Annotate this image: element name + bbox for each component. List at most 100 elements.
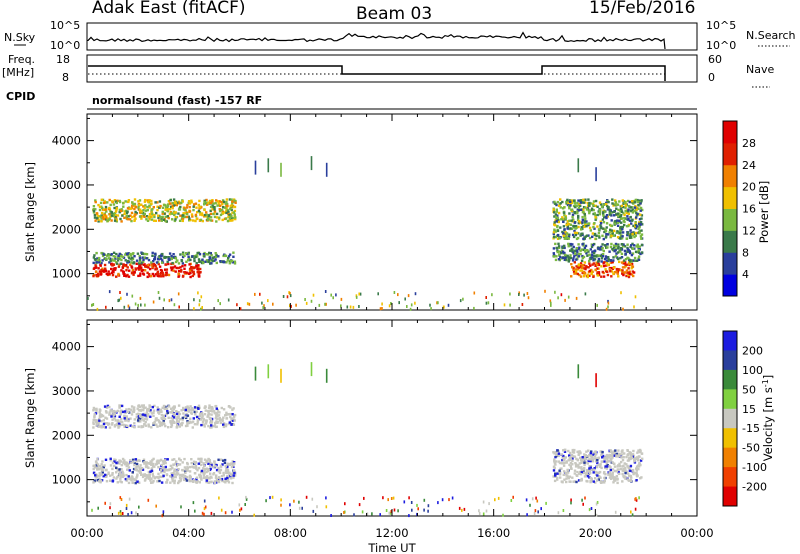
echo-cell bbox=[332, 296, 334, 300]
echo-cell bbox=[109, 409, 112, 412]
echo-cell bbox=[218, 411, 221, 414]
echo-cell bbox=[176, 259, 179, 262]
echo-cell bbox=[170, 254, 173, 258]
echo-cell bbox=[163, 255, 166, 259]
echo-cell bbox=[619, 214, 623, 217]
echo-cell bbox=[557, 220, 560, 224]
echo-cell bbox=[93, 213, 97, 217]
echo-cell bbox=[526, 513, 528, 517]
echo-cell bbox=[632, 271, 636, 274]
echo-cell bbox=[156, 205, 159, 208]
echo-cell bbox=[531, 497, 534, 501]
echo-cell bbox=[210, 407, 213, 410]
echo-cell bbox=[572, 451, 576, 454]
echo-cell bbox=[588, 465, 591, 468]
echo-cell bbox=[198, 303, 201, 307]
echo-cell bbox=[220, 208, 224, 212]
echo-cell bbox=[131, 471, 134, 474]
echo-cell bbox=[109, 457, 112, 460]
echo-cell bbox=[185, 475, 188, 479]
echo-cell bbox=[203, 499, 206, 503]
echo-cell bbox=[563, 232, 566, 235]
echo-cell bbox=[218, 209, 222, 213]
echo-cell bbox=[503, 303, 506, 307]
echo-cell bbox=[344, 510, 346, 514]
echo-cell bbox=[441, 498, 444, 502]
echo-cell bbox=[254, 366, 257, 381]
echo-cell bbox=[143, 412, 146, 416]
echo-cell bbox=[233, 214, 236, 217]
echo-cell bbox=[610, 242, 613, 246]
echo-cell bbox=[118, 298, 121, 302]
echo-cell bbox=[592, 208, 595, 212]
echo-cell bbox=[95, 261, 98, 264]
echo-cell bbox=[99, 273, 102, 276]
echo-cell bbox=[110, 253, 113, 256]
echo-cell bbox=[581, 215, 584, 219]
echo-cell bbox=[180, 409, 183, 412]
echo-cell bbox=[156, 480, 159, 483]
echo-cell bbox=[595, 513, 598, 517]
echo-cell bbox=[571, 266, 574, 269]
echo-cell bbox=[601, 243, 604, 246]
echo-cell bbox=[233, 462, 236, 465]
echo-cell bbox=[120, 463, 123, 467]
echo-cell bbox=[556, 476, 559, 480]
echo-cell bbox=[213, 259, 216, 262]
echo-cell bbox=[171, 466, 174, 469]
echo-cell bbox=[631, 247, 635, 250]
echo-cell bbox=[198, 414, 202, 418]
echo-cell bbox=[169, 420, 172, 423]
echo-cell bbox=[610, 229, 613, 232]
echo-cell bbox=[627, 267, 630, 270]
echo-cell bbox=[141, 408, 144, 411]
echo-cell bbox=[168, 212, 172, 216]
echo-cell bbox=[223, 458, 227, 462]
echo-cell bbox=[120, 262, 123, 265]
echo-cell bbox=[623, 201, 626, 205]
echo-cell bbox=[560, 218, 563, 221]
echo-cell bbox=[280, 498, 282, 502]
echo-cell bbox=[179, 205, 182, 209]
echo-cell bbox=[198, 412, 202, 415]
echo-cell bbox=[177, 266, 180, 270]
echo-cell bbox=[115, 201, 118, 205]
echo-cell bbox=[214, 252, 217, 255]
echo-cell bbox=[366, 512, 369, 516]
echo-cell bbox=[606, 246, 609, 249]
echo-cell bbox=[157, 214, 160, 217]
echo-cell bbox=[188, 219, 191, 222]
echo-cell bbox=[105, 474, 108, 477]
echo-cell bbox=[554, 463, 557, 466]
echo-cell bbox=[109, 210, 112, 213]
echo-cell bbox=[112, 476, 116, 479]
echo-cell bbox=[417, 507, 419, 511]
echo-cell bbox=[101, 414, 105, 418]
echo-cell bbox=[139, 296, 142, 300]
echo-cell bbox=[154, 265, 157, 268]
echo-cell bbox=[575, 231, 579, 235]
echo-cell bbox=[158, 255, 161, 258]
echo-cell bbox=[189, 417, 192, 420]
echo-cell bbox=[147, 266, 150, 269]
echo-cell bbox=[614, 249, 617, 252]
echo-cell bbox=[227, 413, 230, 416]
echo-cell bbox=[553, 460, 556, 463]
echo-cell bbox=[627, 231, 630, 234]
echo-cell bbox=[184, 424, 188, 428]
echo-cell bbox=[111, 422, 114, 425]
echo-cell bbox=[147, 215, 151, 219]
echo-cell bbox=[634, 259, 637, 262]
echo-cell bbox=[184, 416, 188, 420]
echo-cell bbox=[597, 271, 601, 274]
echo-cell bbox=[610, 275, 613, 278]
echo-cell bbox=[184, 477, 187, 480]
echo-cell bbox=[624, 209, 627, 213]
echo-cell bbox=[568, 454, 571, 457]
echo-cell bbox=[533, 512, 536, 515]
echo-cell bbox=[583, 206, 587, 209]
velocity-colorbar-tick: -200 bbox=[742, 481, 767, 494]
echo-cell bbox=[624, 477, 627, 480]
echo-cell bbox=[199, 213, 202, 216]
echo-cell bbox=[175, 412, 179, 416]
